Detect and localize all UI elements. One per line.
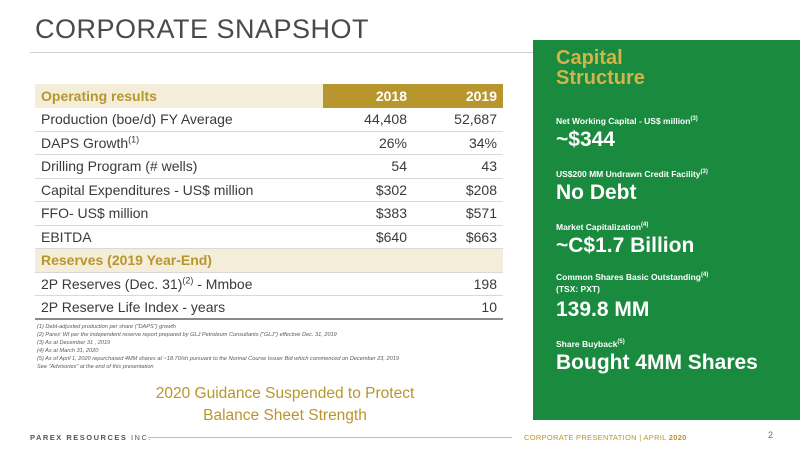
page-title: CORPORATE SNAPSHOT [35,14,370,44]
footnote-ref: (2) [182,275,194,286]
presentation-label: CORPORATE PRESENTATION | APRIL 2020 [524,433,687,442]
row-label: Production (boe/d) FY Average [35,107,323,132]
shares-outstanding-value: 139.8 MM [556,298,650,321]
brand-logo: PAREX RESOURCES INC. [30,433,152,442]
table-header-row: Operating results 2018 2019 [35,84,503,108]
credit-facility-value: No Debt [556,181,637,204]
col-2018-header: 2018 [323,84,413,108]
row-label: DAPS Growth(1) [35,131,323,155]
net-working-capital-label: Net Working Capital - US$ million(3) [556,116,698,126]
row-value-2018: 54 [323,154,413,179]
reserves-heading: Reserves (2019 Year-End) [35,248,323,273]
row-value-2019: $571 [413,201,503,226]
row-value-2018: $640 [323,225,413,249]
operating-results-heading: Operating results [35,84,323,108]
table-row: FFO- US$ million $383 $571 [35,201,503,226]
market-cap-value: ~C$1.7 Billion [556,234,695,257]
table-row: DAPS Growth(1) 26% 34% [35,131,503,155]
operating-results-table: Operating results 2018 2019 Production (… [35,84,503,320]
capital-structure-panel: Capital Structure Net Working Capital - … [533,40,800,420]
footnote: See "Advisories" at the end of this pres… [37,364,154,370]
row-value-2019: 43 [413,154,503,179]
row-value-2018: 44,408 [323,107,413,132]
page-number: 2 [768,430,774,440]
table-row: 2P Reserves (Dec. 31)(2) - Mmboe 198 [35,272,503,296]
row-label: FFO- US$ million [35,201,323,226]
col-2019-header: 2019 [413,84,503,108]
footnote: (5) As of April 1, 2020 repurchased 4MM … [37,356,399,362]
row-label: 2P Reserves (Dec. 31)(2) - Mmboe [35,272,323,296]
row-label: Drilling Program (# wells) [35,154,323,179]
guidance-callout: 2020 Guidance Suspended to Protect Balan… [155,385,415,424]
capital-structure-heading: Capital Structure [556,47,645,89]
table-row: Drilling Program (# wells) 54 43 [35,154,503,179]
row-value-2019: $208 [413,178,503,202]
market-cap-label: Market Capitalization(4) [556,222,649,232]
title-divider [30,52,770,53]
footnote: (3) As at December 31 , 2019 [37,340,111,346]
row-value-2018: 26% [323,131,413,155]
footnotes: (1) Debt-adjusted production per share (… [37,323,517,371]
row-label: Capital Expenditures - US$ million [35,178,323,202]
table-row: Capital Expenditures - US$ million $302 … [35,178,503,202]
share-buyback-label: Share Buyback(5) [556,339,625,349]
reserves-header-row: Reserves (2019 Year-End) [35,248,503,273]
row-value-2018: $302 [323,178,413,202]
row-label: 2P Reserve Life Index - years [35,295,323,320]
credit-facility-label: US$200 MM Undrawn Credit Facility(3) [556,169,708,179]
footnote: (1) Debt-adjusted production per share (… [37,324,176,330]
row-value: 198 [413,272,503,296]
footnote: (4) As at March 31, 2020 [37,348,99,354]
row-value-2019: 52,687 [413,107,503,132]
row-label: EBITDA [35,225,323,249]
row-value-2019: $663 [413,225,503,249]
share-buyback-value: Bought 4MM Shares [556,351,758,374]
net-working-capital-value: ~$344 [556,128,615,151]
table-row: 2P Reserve Life Index - years 10 [35,295,503,320]
footnote-ref: (1) [128,134,140,145]
footer-divider [148,437,512,438]
row-value: 10 [413,295,503,320]
row-value-2018: $383 [323,201,413,226]
row-value-2019: 34% [413,131,503,155]
table-row: EBITDA $640 $663 [35,225,503,249]
table-row: Production (boe/d) FY Average 44,408 52,… [35,107,503,132]
shares-outstanding-label: Common Shares Basic Outstanding(4) (TSX: … [556,272,709,294]
footnote: (2) Parex' WI per the independent reserv… [37,332,337,338]
